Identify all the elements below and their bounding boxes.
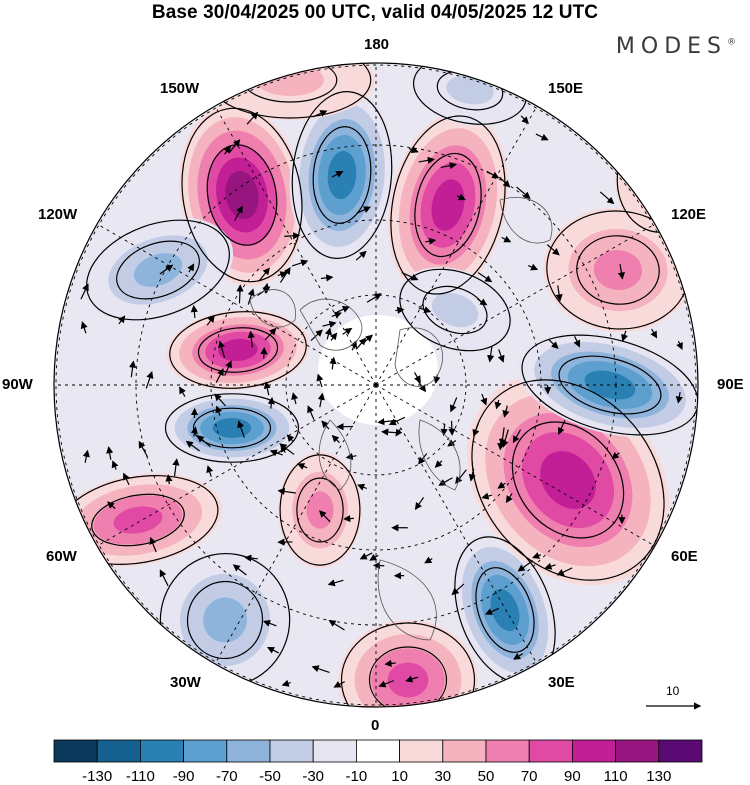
vector-scale-label: 10	[666, 684, 679, 698]
colorbar-swatch	[97, 740, 140, 762]
colorbar-swatch	[659, 740, 702, 762]
colorbar-swatch	[54, 740, 97, 762]
map-title: Base 30/04/2025 00 UTC, valid 04/05/2025…	[0, 2, 750, 24]
lon-label-30w: 30W	[170, 674, 201, 691]
streamline	[635, 150, 685, 211]
colorbar-tick-label: -110	[126, 768, 155, 785]
colorbar-tick-label: -90	[173, 768, 195, 785]
lon-label-120w: 120W	[38, 206, 77, 223]
anomaly-blob	[278, 452, 362, 568]
colorbar-tick-label: -50	[259, 768, 281, 785]
lon-label-60w: 60W	[46, 548, 77, 565]
lon-label-90e: 90E	[717, 376, 744, 393]
anomaly-contour	[306, 491, 333, 528]
colorbar-swatch	[529, 740, 572, 762]
colorbar-tick-label: 90	[564, 768, 581, 785]
colorbar-tick-label: 70	[521, 768, 538, 785]
colorbar-swatch	[313, 740, 356, 762]
lon-label-0: 0	[371, 717, 379, 734]
colorbar-swatch	[400, 740, 443, 762]
colorbar-tick-label: 10	[391, 768, 408, 785]
anomaly-contour	[213, 418, 251, 438]
colorbar-tick-label: 50	[478, 768, 495, 785]
flow-arrow	[452, 421, 453, 435]
graticule	[46, 55, 706, 715]
brand-logo: MODES®	[616, 34, 736, 59]
pole-region	[318, 315, 438, 425]
colorbar	[54, 740, 702, 762]
colorbar-swatch	[270, 740, 313, 762]
colorbar-swatch	[572, 740, 615, 762]
colorbar-swatch	[227, 740, 270, 762]
colorbar-swatch	[184, 740, 227, 762]
lon-label-60e: 60E	[671, 548, 698, 565]
colorbar-tick-label: 30	[434, 768, 451, 785]
colorbar-tick-label: 130	[646, 768, 671, 785]
colorbar-tick-label: 110	[604, 768, 628, 785]
colorbar-swatch	[486, 740, 529, 762]
lon-label-120e: 120E	[671, 206, 706, 223]
colorbar-swatch	[356, 740, 399, 762]
lon-label-90w: 90W	[2, 376, 33, 393]
lon-label-150w: 150W	[160, 80, 199, 97]
anomaly-blob	[162, 392, 302, 464]
lon-label-180: 180	[364, 36, 389, 53]
lon-label-150e: 150E	[548, 80, 583, 97]
colorbar-swatch	[140, 740, 183, 762]
colorbar-tick-label: -70	[216, 768, 238, 785]
colorbar-tick-label: -30	[302, 768, 324, 785]
flow-arrow	[239, 285, 240, 303]
anomaly-contour	[642, 158, 678, 202]
colorbar-tick-label: -10	[346, 768, 368, 785]
colorbar-swatch	[443, 740, 486, 762]
colorbar-tick-label: -130	[82, 768, 112, 785]
colorbar-swatch	[616, 740, 659, 762]
lon-label-30e: 30E	[548, 674, 575, 691]
